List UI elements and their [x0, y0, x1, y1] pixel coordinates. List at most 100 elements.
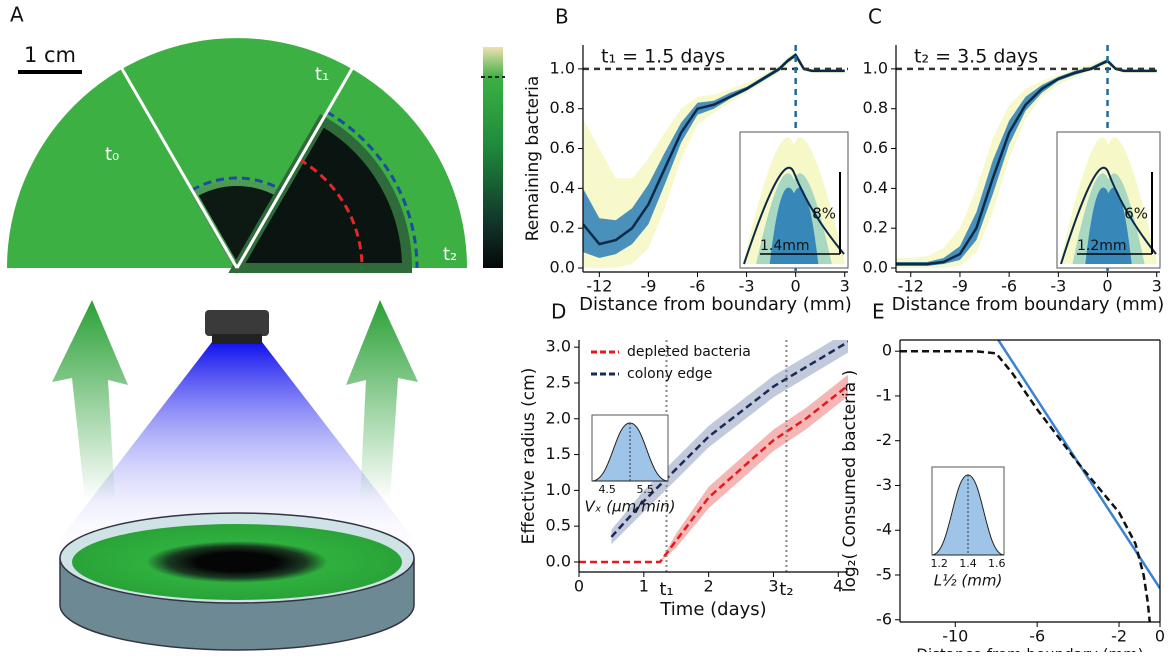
y-tick-label: -3: [876, 475, 892, 494]
x-tick-label: -3: [739, 277, 755, 296]
y-tick-label: 0: [882, 341, 892, 360]
y-tick-label: 0.2: [550, 218, 575, 237]
y-tick-label: 0.6: [863, 138, 888, 157]
sector-label: t₁: [315, 64, 329, 85]
y-axis-title: Effective radius (cm): [519, 368, 539, 545]
x-axis-title: Time (days): [659, 599, 766, 620]
inset-shape: [1085, 187, 1132, 264]
chart: -12 -9 -6 -3 0 3 0.0 0.2 0.4 0.6 0.8 1.0 Bt₁ = 1.5 d…: [523, 5, 852, 316]
sector-label: t₀: [105, 144, 119, 165]
inset-shape: [743, 166, 845, 265]
y-tick-label: 2.0: [546, 408, 571, 427]
x-tick-label: -6: [1001, 277, 1017, 296]
line: [900, 349, 1152, 622]
x-axis-title: Distance from boundary (mm): [916, 646, 1143, 653]
y-tick-label: 3.0: [546, 337, 571, 356]
y-tick-label: 2.5: [546, 372, 571, 391]
inset-shape: [769, 187, 819, 264]
y-tick-label: 1.5: [546, 444, 571, 463]
inset-annotation: 1.2mm: [1077, 238, 1127, 254]
arrow: [346, 300, 418, 500]
panel-label: B: [555, 5, 569, 29]
inset-tick-label: 5.5: [636, 483, 654, 496]
line: [896, 59, 1157, 266]
inset-annotation: 8%: [812, 205, 836, 223]
y-tick-label: 0.4: [863, 178, 888, 197]
agar: [72, 524, 402, 600]
x-tick-label: -12: [586, 277, 612, 296]
chart: -10 -6 -2 0 0 -1 -2 -3 -4 -5 -6 E Distance from boun…: [840, 300, 1165, 656]
lamp: [205, 310, 269, 336]
sector-line: [235, 68, 354, 269]
x-tick-label: -9: [952, 277, 968, 296]
x-tick-label: 3: [768, 577, 778, 596]
x-tick-label: -9: [640, 277, 656, 296]
panel-label: C: [868, 5, 882, 29]
inset-tick-label: 1.4: [959, 557, 977, 570]
y-tick-label: 0.8: [863, 98, 888, 117]
time-marker-label: t₁: [659, 579, 673, 600]
y-tick-label: 1.0: [546, 480, 571, 499]
chart-title: t₁ = 1.5 days: [601, 46, 725, 68]
x-tick-label: 1: [639, 577, 649, 596]
line: [579, 383, 848, 564]
y-tick-label: 0.6: [550, 138, 575, 157]
inset-label: Vₓ (μm/min): [585, 498, 676, 516]
y-tick-label: 0.8: [550, 98, 575, 117]
y-tick-label: 0.0: [550, 258, 575, 277]
x-tick-label: -2: [1111, 627, 1127, 646]
edge-line: [191, 176, 283, 192]
y-tick-label: 1.0: [863, 58, 888, 77]
light-beam: [44, 342, 430, 560]
y-tick-label: 0.0: [863, 258, 888, 277]
legend-label: colony edge: [627, 366, 712, 382]
plot-area: [579, 340, 848, 564]
panel-label: E: [872, 300, 885, 324]
chart-title: t₂ = 3.5 days: [914, 46, 1038, 68]
sector-line: [120, 68, 239, 269]
x-tick-label: 0: [1102, 277, 1112, 296]
y-tick-label: -2: [876, 430, 892, 449]
x-tick-label: 0: [574, 577, 584, 596]
edge-line: [326, 110, 419, 269]
x-tick-label: -10: [942, 627, 968, 646]
x-tick-label: 0: [791, 277, 801, 296]
y-axis-title: Remaining bacteria: [523, 76, 543, 241]
panel-label: A: [10, 3, 24, 27]
x-tick-label: 2: [704, 577, 714, 596]
colorbar: [483, 47, 503, 268]
y-tick-label: 0.4: [550, 178, 575, 197]
panel-a: A 1 cm t₀ t₁ t₂: [7, 3, 505, 274]
chart: t₁ t₂ 0 1 2 3 4 0.0 0.5 1.0 1.5 2.0 2.5 3.0 D Time (day…: [519, 300, 848, 620]
arrow: [52, 300, 128, 500]
panel-label: D: [551, 300, 566, 324]
sector-label: t₂: [443, 244, 457, 265]
y-tick-label: 0.2: [863, 218, 888, 237]
depleted-region: [228, 113, 413, 273]
x-tick-label: -12: [898, 277, 924, 296]
depletion-line: [298, 158, 364, 269]
x-tick-label: 4: [833, 577, 843, 596]
inset-tick-label: 1.6: [988, 557, 1006, 570]
y-tick-label: 0.5: [546, 516, 571, 535]
band: [896, 58, 1157, 267]
lamp: [212, 334, 262, 344]
x-tick-label: 3: [1152, 277, 1162, 296]
legend-label: depleted bacteria: [627, 344, 751, 360]
inset-annotation: 6%: [1124, 205, 1148, 223]
y-tick-label: -1: [876, 385, 892, 404]
y-tick-label: -6: [876, 609, 892, 628]
x-tick-label: -6: [1029, 627, 1045, 646]
plot-area: [896, 56, 1157, 269]
plot-area: [900, 340, 1160, 622]
scale-label: 1 cm: [24, 43, 76, 67]
x-axis-title: Distance from boundary (mm): [579, 294, 852, 315]
band: [611, 340, 848, 545]
x-tick-label: 0: [1155, 627, 1165, 646]
inset-tick-label: 1.2: [930, 557, 948, 570]
inset-shape: [1060, 166, 1157, 265]
band: [583, 52, 845, 259]
chart: -12 -9 -6 -3 0 3 0.0 0.2 0.4 0.6 0.8 1.0 Ct₂ = 3.5 d…: [863, 5, 1165, 316]
y-tick-label: -5: [876, 565, 892, 584]
